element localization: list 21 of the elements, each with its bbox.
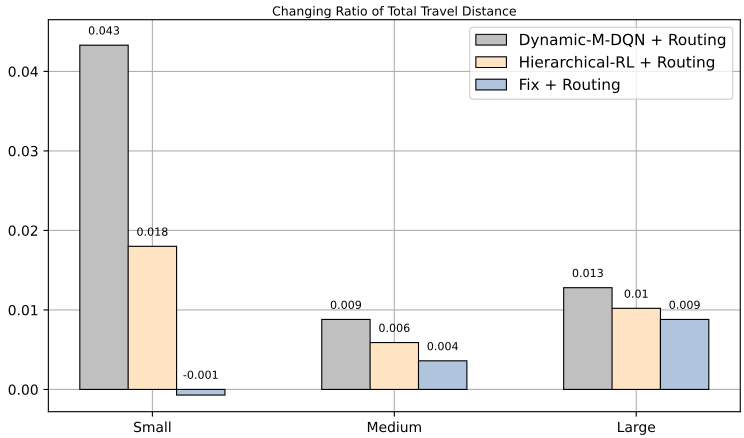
data-label: 0.009 bbox=[330, 300, 362, 309]
data-label: 0.006 bbox=[379, 324, 410, 332]
data-label: -0.001 bbox=[183, 370, 218, 379]
legend-label: Fix + Routing bbox=[520, 78, 620, 94]
data-label: 0.013 bbox=[572, 268, 603, 278]
data-label: 0.01 bbox=[624, 289, 648, 298]
legend-label: Dynamic-M-DQN + Routing bbox=[520, 33, 726, 48]
data-label: 0.018 bbox=[137, 227, 168, 236]
y-tick-label: 0.02 bbox=[8, 225, 38, 236]
data-label: 0.043 bbox=[88, 26, 120, 35]
chart-title: Changing Ratio of Total Travel Distance bbox=[272, 6, 516, 18]
y-tick-label: 0.01 bbox=[8, 304, 38, 316]
x-tick-label: Small bbox=[134, 421, 170, 432]
x-tick-label: Large bbox=[618, 422, 656, 435]
data-label: 0.009 bbox=[669, 300, 700, 309]
y-tick-label: 0.03 bbox=[8, 146, 38, 156]
legend-label: Hierarchical-RL + Routing bbox=[520, 56, 714, 71]
y-tick-label: 0.00 bbox=[8, 384, 38, 395]
y-tick-label: 0.04 bbox=[8, 66, 38, 77]
x-tick-label: Medium bbox=[368, 421, 421, 432]
data-label: 0.004 bbox=[428, 342, 458, 350]
